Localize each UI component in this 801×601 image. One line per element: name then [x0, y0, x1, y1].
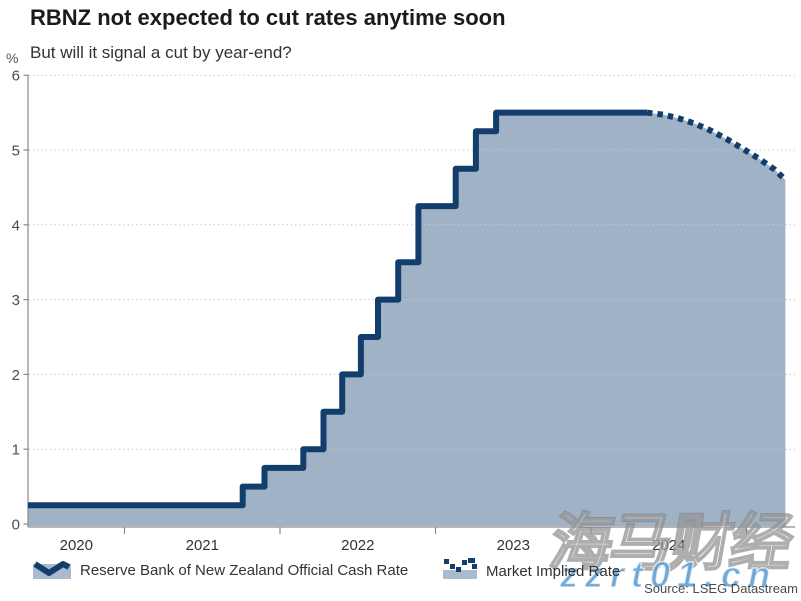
x-year-label: 2020 [60, 537, 93, 554]
y-tick-label: 2 [12, 367, 20, 384]
x-year-label: 2024 [652, 537, 685, 554]
y-tick-label: 4 [12, 217, 20, 234]
x-year-label: 2021 [186, 537, 219, 554]
watermark-url: zzrt01.cn [559, 553, 778, 596]
legend-item-market-implied: Market Implied Rate [443, 557, 620, 585]
x-year-label: 2023 [497, 537, 530, 554]
x-year-label: 2022 [341, 537, 374, 554]
y-axis-unit-label: % [6, 50, 19, 66]
y-tick-label: 1 [12, 442, 20, 459]
chart-subtitle: But will it signal a cut by year-end? [30, 43, 292, 62]
legend-label-cash-rate: Reserve Bank of New Zealand Official Cas… [80, 562, 409, 579]
legend-label-market-implied: Market Implied Rate [486, 562, 621, 580]
source-note: Source: LSEG Datastream [644, 581, 798, 596]
ocr-step-line [28, 109, 647, 509]
y-tick-label: 3 [12, 292, 20, 309]
market-implied-dotted-line [646, 109, 788, 183]
y-tick-label: 0 [12, 517, 20, 534]
area-fill [28, 112, 786, 526]
y-tick-label: 6 [12, 68, 20, 85]
area-wave-dotted-icon [443, 557, 477, 585]
chart-title: RBNZ not expected to cut rates anytime s… [30, 5, 506, 30]
area-wave-solid-icon [33, 557, 71, 584]
legend-item-cash-rate: Reserve Bank of New Zealand Official Cas… [33, 557, 408, 584]
y-tick-label: 5 [12, 143, 20, 160]
